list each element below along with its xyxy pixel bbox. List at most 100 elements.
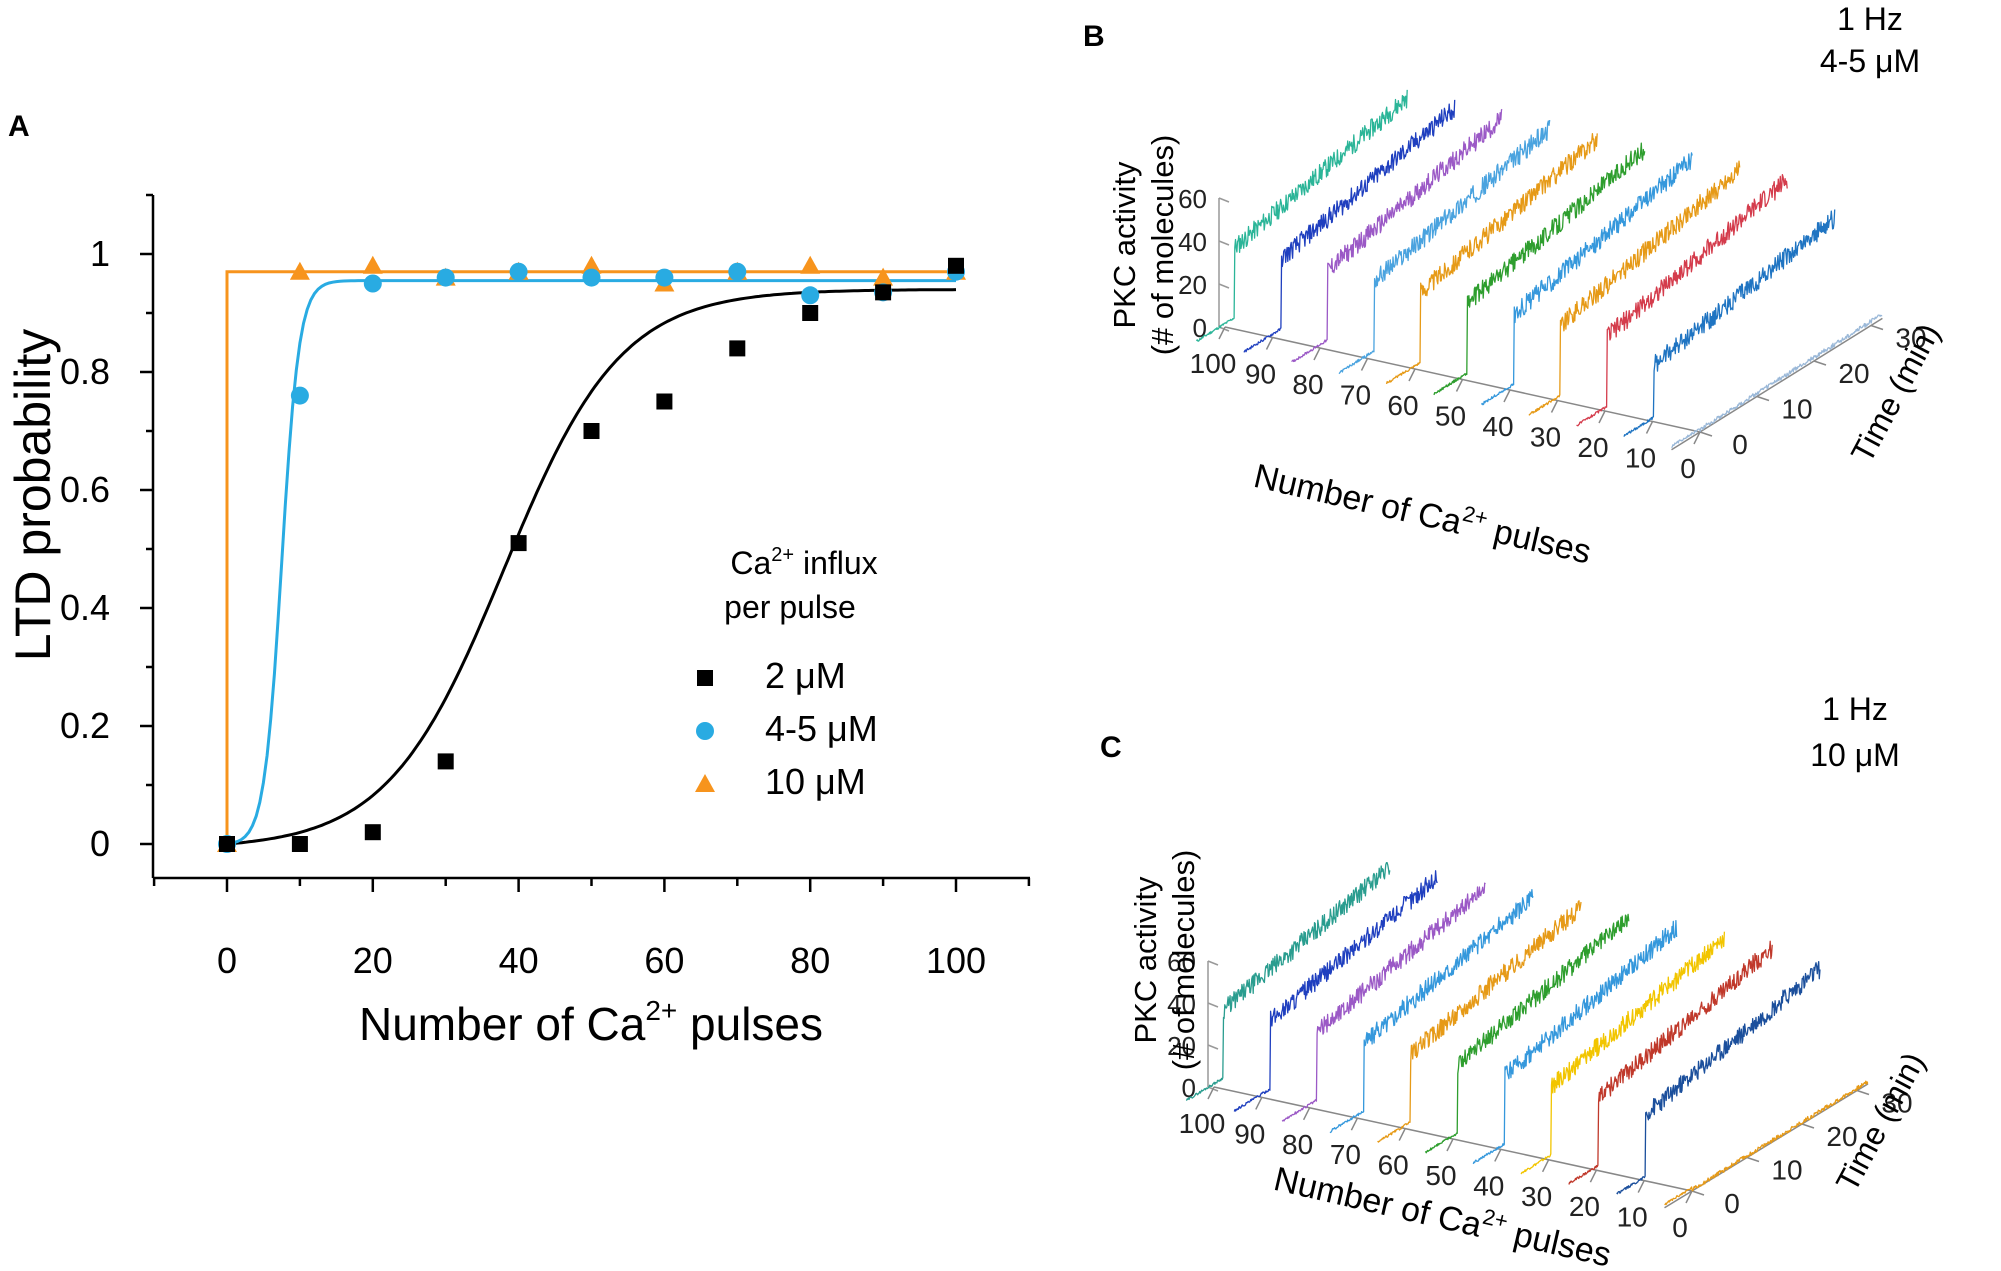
- pulse-tick-mark: [1589, 1169, 1598, 1183]
- y-tick-label: 0.8: [60, 351, 110, 392]
- x-tick-label: 80: [790, 940, 830, 981]
- y-tick-label: 0.2: [60, 705, 110, 746]
- panel-c-letter: C: [1100, 731, 1122, 764]
- pulse-axis-label: Number of Ca2+ pulses: [1250, 453, 1595, 571]
- z-tick-label: 60: [1167, 947, 1196, 977]
- legend-marker: [695, 774, 715, 792]
- legend-label: 10 μM: [765, 761, 866, 802]
- data-point: [873, 267, 894, 286]
- pulse-tick-label: 50: [1435, 401, 1466, 432]
- z-tick-mark: [1218, 197, 1230, 203]
- panel-c-frequency: 1 Hz: [1822, 691, 1888, 727]
- panel-b-frequency: 1 Hz: [1837, 1, 1903, 37]
- data-point: [509, 262, 528, 281]
- fit-curve: [226, 288, 957, 846]
- panel-a-data-points: [217, 255, 966, 853]
- legend-marker: [697, 670, 713, 686]
- legend-items: 2 μM 4-5 μM 10 μM: [695, 655, 878, 802]
- time-tick-mark: [1856, 1089, 1870, 1096]
- legend-label: 2 μM: [765, 655, 846, 696]
- data-point: [290, 386, 309, 405]
- z-tick-label: 20: [1167, 1031, 1196, 1061]
- time-tick-mark: [1746, 1156, 1760, 1163]
- pulse-tick-label: 100: [1190, 348, 1237, 379]
- pulse-tick-label: 40: [1482, 411, 1513, 442]
- pulse-tick-label: 70: [1340, 380, 1371, 411]
- fit-curve: [225, 270, 956, 844]
- x-tick-label: 60: [644, 940, 684, 981]
- pkc-trace: [1433, 142, 1646, 396]
- z-tick-label: 40: [1167, 989, 1196, 1019]
- pulse-tick-mark: [1693, 431, 1701, 445]
- pkc-trace: [1671, 314, 1883, 449]
- pkc-trace: [1576, 174, 1788, 427]
- panel-c-concentration: 10 μM: [1810, 737, 1900, 773]
- pulse-tick-label: 0: [1672, 1212, 1688, 1243]
- pulse-tick-mark: [1541, 1159, 1550, 1173]
- x-tick-label: 40: [499, 940, 539, 981]
- pulse-tick-label: 70: [1330, 1139, 1361, 1170]
- data-point: [655, 268, 674, 287]
- data-point: [219, 836, 235, 852]
- panel-b-letter: B: [1083, 20, 1105, 53]
- pkc-trace: [1377, 900, 1582, 1143]
- pulse-tick-mark: [1455, 379, 1464, 392]
- pulse-tick-label: 80: [1292, 369, 1323, 400]
- pkc-trace: [1243, 99, 1456, 353]
- time-tick-label: 0: [1732, 429, 1748, 460]
- pulse-tick-label: 80: [1282, 1129, 1313, 1160]
- pulse-tick-label: 20: [1569, 1191, 1600, 1222]
- pulse-tick-label: 50: [1425, 1160, 1456, 1191]
- pkc-trace: [1329, 889, 1534, 1134]
- data-point: [802, 305, 819, 321]
- pulse-tick-label: 0: [1680, 453, 1696, 484]
- pulse-tick-mark: [1408, 368, 1416, 382]
- data-point: [582, 268, 601, 287]
- pkc-trace: [1385, 133, 1598, 385]
- data-point: [289, 261, 310, 280]
- pkc-trace: [1338, 120, 1551, 375]
- pulse-tick-mark: [1350, 1117, 1359, 1131]
- data-point: [801, 286, 820, 305]
- z-tick-label: 40: [1178, 227, 1207, 257]
- data-point: [510, 535, 527, 552]
- z-tick-mark: [1218, 240, 1230, 246]
- panel-a-y-label: LTD probability: [5, 329, 61, 662]
- pulse-tick-mark: [1598, 410, 1606, 424]
- pkc-trace: [1424, 913, 1630, 1154]
- data-point: [875, 284, 892, 301]
- z-tick-mark: [1207, 1044, 1219, 1050]
- time-tick-label: 30: [1881, 1088, 1912, 1119]
- z-axis-label-line2: (# of molecules): [1145, 135, 1180, 356]
- x-tick-label: 100: [926, 940, 986, 981]
- time-tick-label: 30: [1895, 323, 1926, 354]
- z-axis-label: PKC activity (# of molecules): [1128, 850, 1201, 1071]
- y-tick-label: 0.4: [60, 587, 110, 628]
- pulse-tick-label: 60: [1387, 390, 1418, 421]
- data-point: [363, 274, 382, 293]
- z-axis-label-line1: PKC activity: [1128, 876, 1163, 1044]
- time-tick-label: 10: [1771, 1155, 1802, 1186]
- data-point: [656, 393, 673, 410]
- pulse-tick-mark: [1302, 1107, 1311, 1121]
- time-axis: [1671, 317, 1883, 451]
- pulse-tick-mark: [1494, 1149, 1502, 1162]
- pkc-trace: [1195, 89, 1408, 342]
- y-tick-label: 0.6: [60, 469, 110, 510]
- pkc-trace: [1233, 870, 1438, 1112]
- data-point: [948, 257, 964, 274]
- pulse-tick-mark: [1503, 389, 1511, 403]
- z-tick-mark: [1218, 283, 1230, 289]
- z-tick-label: 60: [1178, 184, 1207, 214]
- pulse-tick-label: 10: [1617, 1202, 1648, 1233]
- z-tick-label: 0: [1182, 1073, 1196, 1103]
- legend-title-line1: Ca2+ influx: [730, 544, 877, 581]
- z-axis-label: PKC activity (# of molecules): [1107, 135, 1180, 356]
- panel-a-x-ticks: 0 20 40 60 80 100: [152, 878, 1031, 981]
- pulse-tick-mark: [1446, 1138, 1454, 1152]
- legend-title-line2: per pulse: [724, 589, 856, 625]
- time-tick-label: 0: [1724, 1188, 1740, 1219]
- pulse-tick-label: 10: [1625, 443, 1656, 474]
